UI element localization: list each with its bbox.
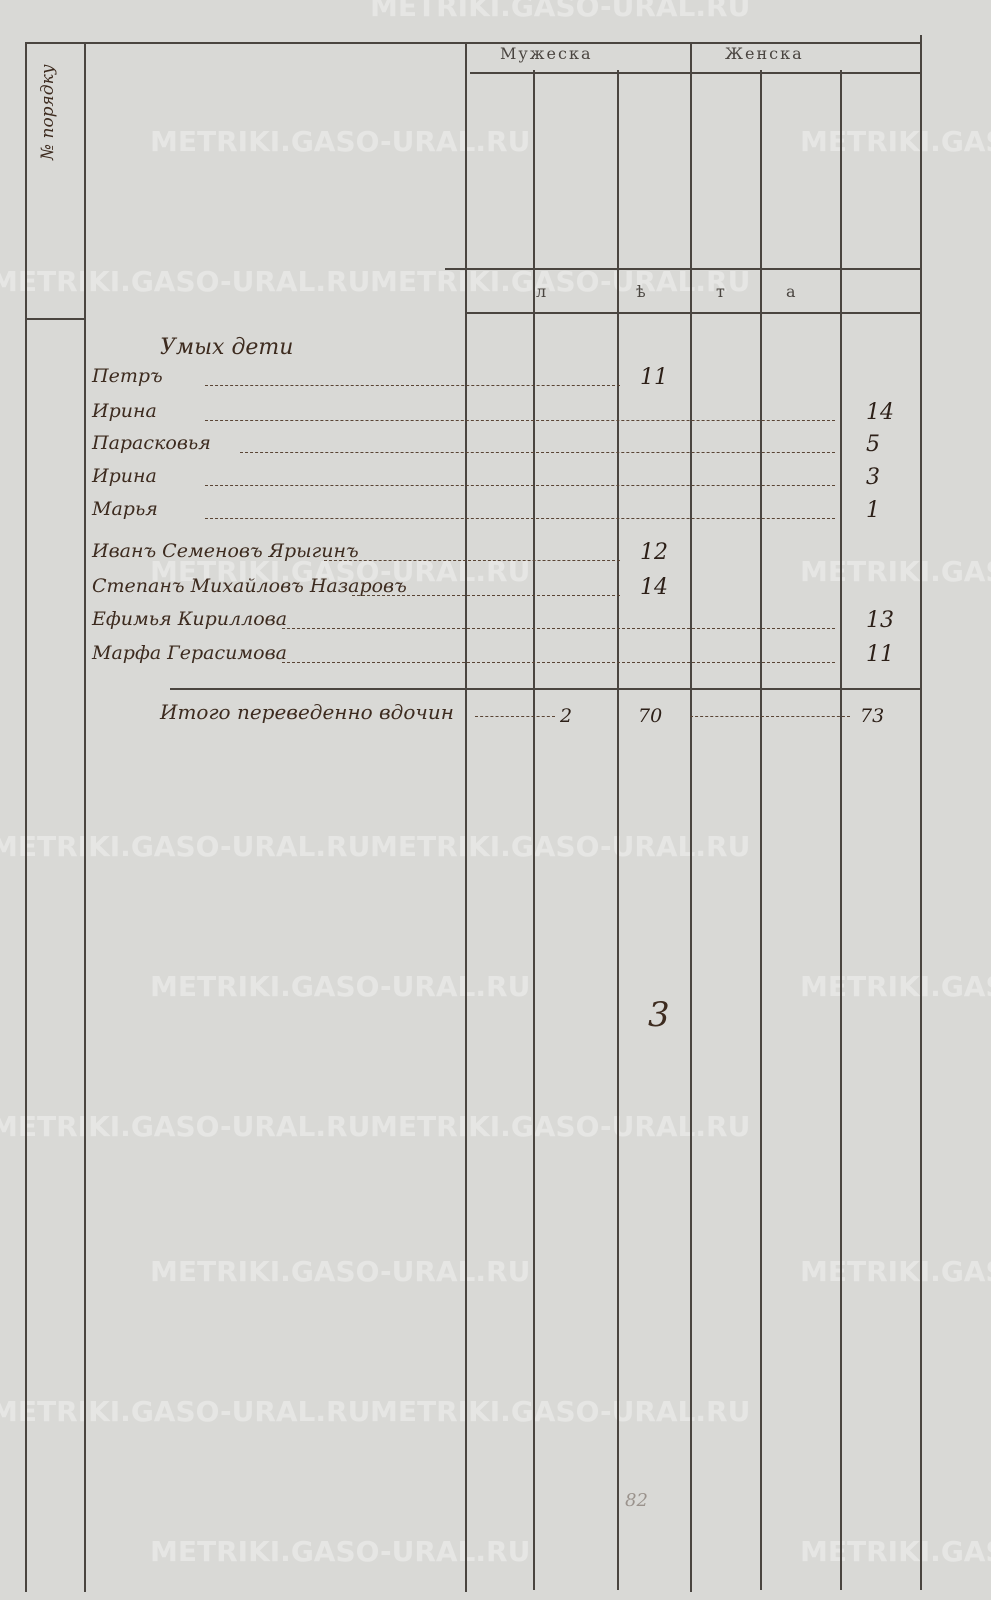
watermark: METRIKI.GASO-URAL.RU [0,1110,371,1143]
right-rule [920,35,922,1590]
total-male-2: 70 [638,705,663,727]
row-name: Марфа Герасимова [92,642,287,664]
watermark: METRIKI.GASO-URAL.RU [370,830,751,863]
row-female-age: 11 [866,642,894,667]
filler-dash [240,452,835,454]
filler-dash [205,420,835,422]
row-name: Ефимья Кириллова [92,608,288,630]
watermark: METRIKI.GASO-URAL.RU [0,265,371,298]
watermark: METRIKI.GASO-URAL.RU [800,1535,991,1568]
watermark: METRIKI.GASO-URAL.RU [150,1255,531,1288]
margin-header-rule [25,318,85,320]
filler-dash [475,716,555,718]
filler-dash [324,560,620,562]
male-header: Мужеска [500,44,593,63]
watermark: METRIKI.GASO-URAL.RU [0,830,371,863]
filler-dash [205,485,835,487]
row-female-age: 14 [866,400,894,425]
row-name: Марья [92,498,158,520]
header-rule [465,312,920,314]
watermark: METRIKI.GASO-URAL.RU [0,1395,371,1428]
watermark: METRIKI.GASO-URAL.RU [800,970,991,1003]
section-title: Умых дети [160,335,294,360]
row-male-age: 14 [640,575,668,600]
filler-dash [282,628,835,630]
page-number: 3 [648,995,670,1035]
row-female-age: 13 [866,608,894,633]
col-rule [465,42,467,1592]
watermark: METRIKI.GASO-URAL.RU [370,265,751,298]
watermark: METRIKI.GASO-URAL.RU [800,125,991,158]
watermark: METRIKI.GASO-URAL.RU [370,1110,751,1143]
total-female: 73 [860,705,885,727]
col-rule [760,70,762,1590]
subheader-letter: ѣ [636,282,648,301]
header-rule [470,72,920,74]
row-male-age: 12 [640,540,668,565]
watermark: METRIKI.GASO-URAL.RU [150,1535,531,1568]
watermark: METRIKI.GASO-URAL.RU [800,1255,991,1288]
row-name: Степанъ Михайловъ Назаровъ [92,575,407,597]
row-male-age: 11 [640,365,668,390]
col-rule [533,70,535,1590]
total-rule [170,688,920,690]
row-name: Ирина [92,400,157,422]
total-male-1: 2 [560,705,573,727]
side-label: № порядку [38,64,58,160]
subheader-letter: а [786,282,798,301]
watermark: METRIKI.GASO-URAL.RU [370,1395,751,1428]
filler-dash [205,385,620,387]
watermark: METRIKI.GASO-URAL.RU [150,125,531,158]
subheader-letter: т [716,282,727,301]
row-female-age: 3 [866,465,880,490]
col-rule [617,70,619,1590]
filler-dash [282,662,835,664]
col-rule [690,42,692,1592]
row-name: Иванъ Семеновъ Ярыгинъ [92,540,359,562]
row-name: Парасковья [92,432,211,454]
left-rule [25,42,27,1592]
watermark: METRIKI.GASO-URAL.RU [370,0,751,23]
filler-dash [205,518,835,520]
watermark: METRIKI.GASO-URAL.RU [150,970,531,1003]
filler-dash [352,595,620,597]
watermark: METRIKI.GASO-URAL.RU [800,555,991,588]
filler-dash [690,716,850,718]
row-female-age: 1 [866,498,880,523]
total-label: Итого переведенно вдочин [160,700,454,724]
top-rule [25,42,921,44]
subheader-letter: л [536,282,549,301]
female-header: Женска [725,44,804,63]
row-name: Ирина [92,465,157,487]
col-rule [840,70,842,1590]
row-female-age: 5 [866,432,880,457]
margin-rule [84,42,86,1592]
row-name: Петръ [92,365,163,387]
header-rule [445,268,920,270]
bottom-mark: 82 [625,1490,648,1511]
